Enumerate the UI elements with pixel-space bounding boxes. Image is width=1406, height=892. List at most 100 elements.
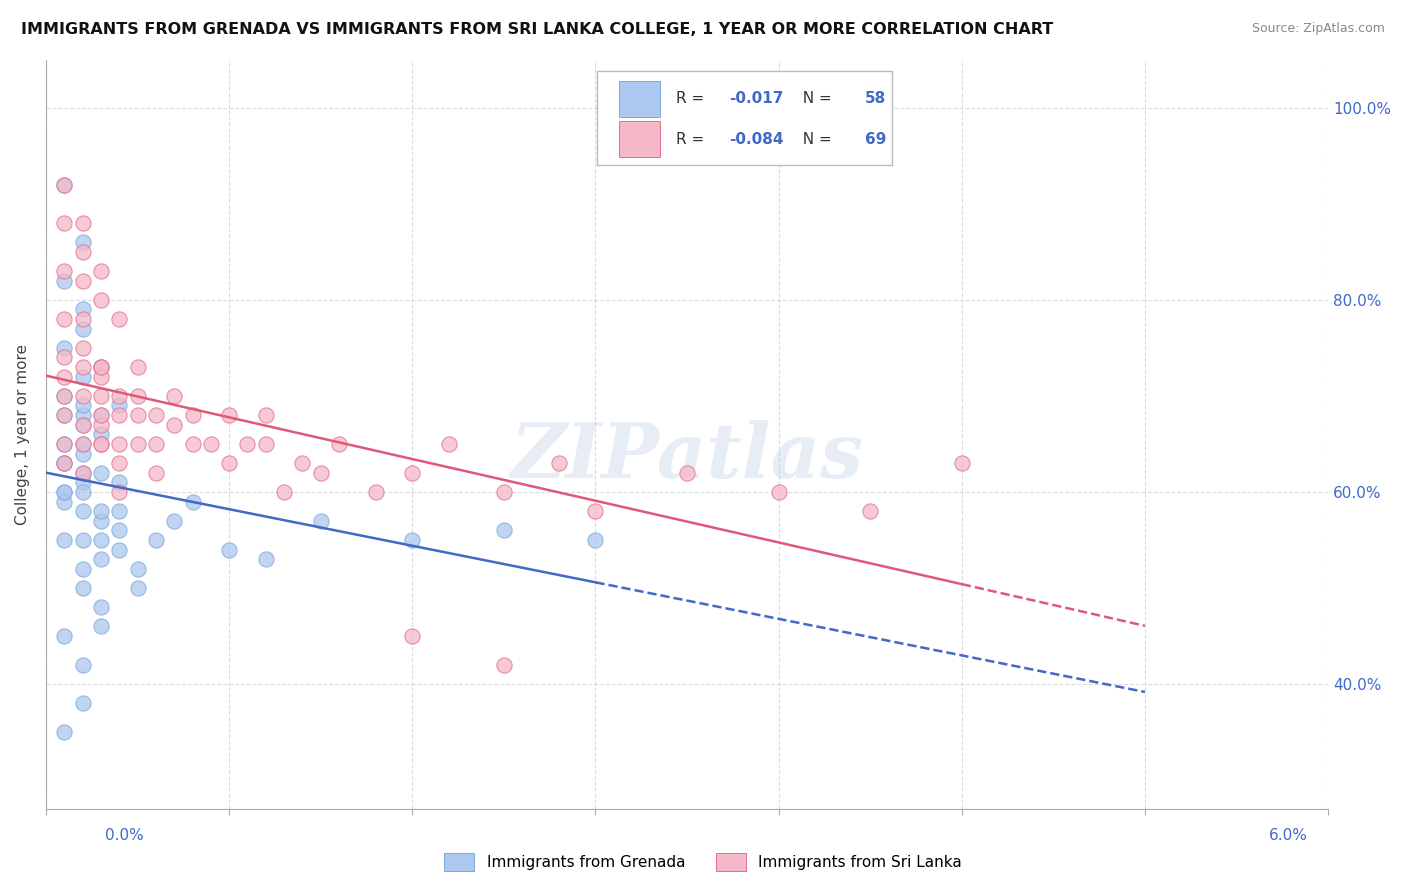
- Point: [90, 408, 112, 422]
- Point: [492, 524, 515, 538]
- Point: [72, 466, 94, 480]
- Point: [273, 485, 295, 500]
- Point: [90, 466, 112, 480]
- Point: [90, 600, 112, 615]
- Point: [90, 408, 112, 422]
- Point: [309, 466, 332, 480]
- Point: [72, 475, 94, 490]
- Point: [53, 312, 76, 326]
- Point: [90, 417, 112, 432]
- Point: [676, 466, 699, 480]
- Point: [90, 504, 112, 518]
- Point: [53, 456, 76, 470]
- Point: [218, 542, 240, 557]
- FancyBboxPatch shape: [619, 121, 661, 157]
- Point: [53, 351, 76, 365]
- Point: [72, 235, 94, 249]
- Point: [90, 619, 112, 633]
- Point: [291, 456, 314, 470]
- Point: [254, 408, 277, 422]
- Point: [90, 369, 112, 384]
- Point: [950, 456, 973, 470]
- Legend: Immigrants from Grenada, Immigrants from Sri Lanka: Immigrants from Grenada, Immigrants from…: [437, 847, 969, 877]
- Point: [72, 417, 94, 432]
- Point: [108, 312, 131, 326]
- Point: [72, 437, 94, 451]
- Point: [547, 456, 569, 470]
- Point: [53, 725, 76, 739]
- Point: [72, 312, 94, 326]
- Point: [72, 408, 94, 422]
- Point: [145, 437, 167, 451]
- Point: [163, 514, 186, 528]
- Point: [254, 552, 277, 566]
- Point: [200, 437, 222, 451]
- Point: [72, 657, 94, 672]
- Point: [90, 514, 112, 528]
- Point: [181, 408, 204, 422]
- Text: N =: N =: [793, 91, 837, 106]
- FancyBboxPatch shape: [598, 70, 893, 164]
- Point: [108, 504, 131, 518]
- Point: [127, 581, 149, 595]
- Point: [90, 359, 112, 374]
- Point: [108, 524, 131, 538]
- Point: [90, 264, 112, 278]
- Text: 0.0%: 0.0%: [105, 829, 145, 843]
- Point: [72, 399, 94, 413]
- Point: [72, 504, 94, 518]
- Point: [90, 533, 112, 547]
- Point: [163, 417, 186, 432]
- Point: [90, 359, 112, 374]
- Point: [53, 408, 76, 422]
- Text: 58: 58: [865, 91, 887, 106]
- Point: [127, 562, 149, 576]
- Point: [437, 437, 460, 451]
- Point: [90, 293, 112, 307]
- Point: [108, 437, 131, 451]
- Point: [328, 437, 350, 451]
- Point: [108, 542, 131, 557]
- Point: [585, 504, 607, 518]
- Point: [53, 494, 76, 508]
- Point: [72, 417, 94, 432]
- Point: [90, 389, 112, 403]
- Point: [53, 485, 76, 500]
- Point: [181, 437, 204, 451]
- Point: [72, 389, 94, 403]
- Text: N =: N =: [793, 132, 837, 146]
- Point: [127, 408, 149, 422]
- Point: [72, 302, 94, 317]
- Point: [90, 552, 112, 566]
- Point: [72, 581, 94, 595]
- Point: [364, 485, 387, 500]
- Point: [53, 408, 76, 422]
- Point: [585, 533, 607, 547]
- Point: [145, 408, 167, 422]
- Text: ZIPatlas: ZIPatlas: [510, 420, 863, 494]
- Point: [401, 629, 423, 643]
- Point: [72, 437, 94, 451]
- Point: [108, 399, 131, 413]
- Point: [53, 437, 76, 451]
- Point: [53, 437, 76, 451]
- Point: [108, 475, 131, 490]
- Text: 6.0%: 6.0%: [1268, 829, 1308, 843]
- Point: [53, 485, 76, 500]
- Text: R =: R =: [675, 91, 709, 106]
- Point: [859, 504, 882, 518]
- Point: [72, 369, 94, 384]
- Point: [401, 533, 423, 547]
- Point: [72, 321, 94, 335]
- Point: [108, 408, 131, 422]
- Point: [254, 437, 277, 451]
- Point: [53, 341, 76, 355]
- Point: [145, 466, 167, 480]
- Point: [127, 359, 149, 374]
- Text: 69: 69: [865, 132, 887, 146]
- Point: [53, 456, 76, 470]
- Point: [72, 446, 94, 460]
- Point: [72, 359, 94, 374]
- Point: [90, 359, 112, 374]
- Point: [53, 533, 76, 547]
